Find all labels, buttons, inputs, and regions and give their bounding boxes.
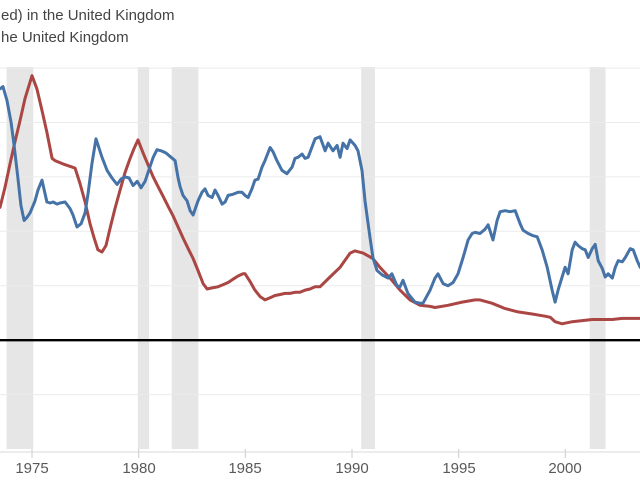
x-tick-label-1990: 1990: [335, 460, 369, 477]
x-tick-label-1985: 1985: [228, 460, 262, 477]
recession-band: [361, 67, 375, 449]
chart-title-line-2: he United Kingdom: [1, 29, 129, 46]
chart-title: ed) in the United Kingdom he United King…: [1, 5, 174, 49]
x-tick-label-1980: 1980: [122, 460, 156, 477]
red-series-line: [0, 74, 640, 326]
x-tick-label-1975: 1975: [15, 460, 49, 477]
blue-series-line: [0, 85, 640, 305]
x-tick-label-1995: 1995: [442, 460, 476, 477]
recession-band: [137, 67, 150, 449]
chart-title-line-1: ed) in the United Kingdom: [1, 7, 175, 24]
x-tick-label-2000: 2000: [548, 460, 582, 477]
